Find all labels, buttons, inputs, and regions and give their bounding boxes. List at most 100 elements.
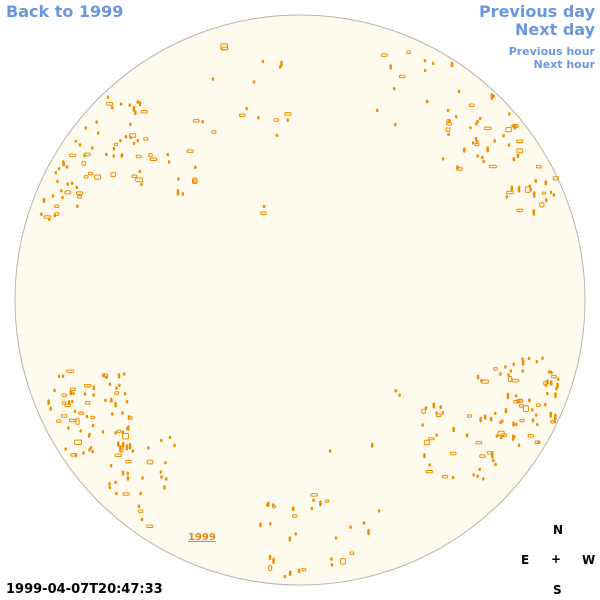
contour-mark: [211, 77, 215, 81]
contour-mark: [146, 524, 154, 528]
contour-mark: [457, 89, 461, 94]
contour-mark: [148, 153, 153, 158]
contour-mark: [552, 176, 559, 181]
contour-mark: [389, 64, 392, 70]
contour-mark: [138, 169, 141, 174]
contour-mark: [104, 398, 107, 403]
contour-mark: [131, 174, 138, 178]
contour-mark: [83, 152, 91, 157]
contour-mark: [328, 449, 332, 453]
contour-mark: [286, 118, 289, 122]
timestamp: 1999-04-07T20:47:33: [6, 582, 163, 597]
contour-mark: [516, 139, 524, 144]
contour-mark: [128, 443, 132, 450]
contour-mark: [452, 426, 455, 433]
contour-mark: [108, 482, 111, 486]
contour-mark: [147, 446, 150, 450]
contour-mark: [160, 475, 163, 479]
contour-mark: [479, 454, 486, 458]
contour-mark: [76, 204, 79, 209]
contour-mark: [534, 179, 537, 184]
contour-mark: [549, 190, 553, 195]
contour-mark: [61, 195, 64, 200]
contour-mark: [310, 493, 318, 497]
contour-mark: [294, 532, 297, 536]
contour-mark: [260, 211, 267, 215]
contour-mark: [66, 369, 75, 373]
contour-mark: [468, 103, 475, 107]
contour-mark: [508, 376, 513, 383]
next-hour-link[interactable]: Next hour: [533, 58, 596, 71]
back-to-year-link[interactable]: Back to 1999: [6, 2, 124, 21]
contour-mark: [125, 459, 132, 464]
contour-mark: [137, 504, 141, 509]
contour-mark: [111, 412, 114, 416]
contour-mark: [539, 202, 545, 208]
contour-mark: [83, 383, 92, 388]
contour-mark: [96, 131, 100, 135]
contour-mark: [319, 500, 322, 507]
previous-day-link[interactable]: Previous day: [478, 2, 595, 21]
contour-mark: [483, 126, 492, 131]
contour-mark: [68, 418, 76, 423]
contour-mark: [516, 148, 524, 154]
contour-mark: [71, 399, 74, 404]
next-day-link[interactable]: Next day: [515, 20, 595, 39]
contour-mark: [367, 529, 370, 536]
contour-mark: [531, 408, 534, 412]
contour-mark: [280, 60, 283, 67]
contour-mark: [535, 359, 539, 364]
contour-mark: [469, 126, 472, 130]
contour-mark: [424, 406, 428, 410]
contour-mark: [506, 392, 510, 400]
contour-mark: [54, 170, 58, 175]
contour-mark: [492, 458, 495, 463]
contour-mark: [122, 433, 129, 440]
contour-mark: [43, 215, 52, 219]
contour-mark: [292, 514, 298, 518]
contour-mark: [481, 155, 484, 160]
previous-hour-link[interactable]: Previous hour: [508, 45, 595, 58]
contour-mark: [117, 429, 122, 433]
contour-mark: [60, 189, 63, 193]
contour-mark: [463, 147, 466, 153]
year-link[interactable]: 1999: [188, 532, 216, 543]
contour-mark: [289, 570, 292, 576]
contour-mark: [478, 467, 481, 472]
contour-mark: [406, 50, 411, 54]
contour-mark: [102, 373, 109, 378]
contour-mark: [517, 185, 521, 193]
contour-mark: [432, 402, 436, 409]
contour-mark: [72, 391, 75, 396]
contour-mark: [500, 435, 503, 440]
contour-mark: [533, 191, 536, 198]
contour-mark: [57, 374, 61, 379]
contour-mark: [421, 408, 426, 414]
contour-mark: [451, 475, 455, 480]
contour-mark: [192, 177, 198, 184]
contour-mark: [139, 491, 142, 496]
contour-mark: [64, 447, 67, 451]
contour-mark: [447, 132, 450, 137]
contour-mark: [91, 423, 95, 428]
contour-mark: [512, 362, 515, 366]
contour-mark: [53, 388, 56, 393]
contour-mark: [119, 139, 122, 143]
contour-mark: [519, 418, 525, 423]
contour-mark: [394, 389, 398, 393]
contour-mark: [550, 374, 558, 379]
contour-mark: [89, 446, 93, 450]
contour-mark: [510, 185, 514, 192]
contour-mark: [40, 212, 43, 216]
contour-mark: [261, 59, 265, 64]
contour-mark: [61, 393, 67, 397]
contour-mark: [131, 449, 135, 453]
contour-mark: [143, 137, 149, 141]
contour-mark: [476, 119, 479, 124]
contour-mark: [56, 179, 59, 184]
contour-mark: [475, 122, 478, 126]
contour-mark: [490, 93, 494, 100]
contour-mark: [423, 439, 431, 446]
contour-mark: [544, 180, 548, 186]
